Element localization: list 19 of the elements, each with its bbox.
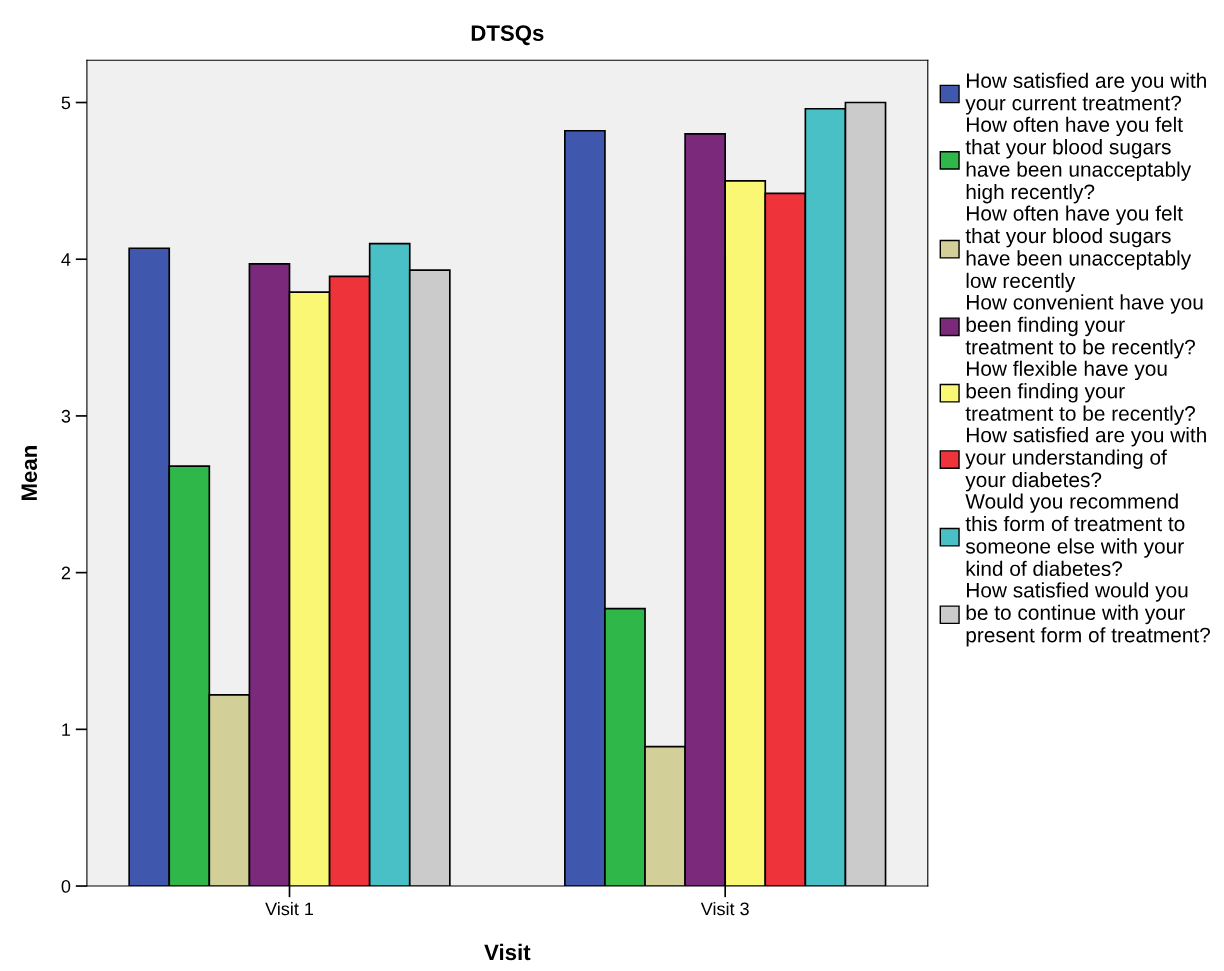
legend-label: How often have you felt that your blood sugars have been unacceptably high recently? (965, 116, 1192, 204)
y-tick-label: 2 (61, 566, 71, 580)
legend-label: How often have you felt that your blood sugars have been unacceptably low recently (965, 205, 1192, 293)
y-tick-label: 0 (61, 879, 71, 893)
legend-label: Would you recommend this form of treatment to someone else with your kind of diabetes? (965, 493, 1185, 577)
y-axis-title: Mean (21, 446, 38, 501)
legend-label: How satisfied are you with your understanding of your diabetes? (965, 427, 1206, 492)
y-tick-label: 4 (61, 253, 71, 266)
legend-label: How satisfied would you be to continue with your present form of treatment? (966, 582, 1210, 647)
legend-label: How flexible have you been finding your treatment to be recently? (965, 360, 1195, 425)
x-axis-title: Visit (484, 943, 531, 961)
legend-label: How satisfied are you with your current treatment? (965, 72, 1206, 115)
y-tick-label: 5 (61, 96, 71, 110)
chart-title: DTSQs (471, 25, 544, 46)
legend-label: How convenient have you been finding your treatment to be recently? (965, 294, 1203, 359)
x-tick-label: Visit 1 (265, 902, 314, 916)
y-tick-label: 1 (62, 723, 71, 736)
y-tick-label: 3 (61, 409, 71, 423)
x-tick-label: Visit 3 (700, 902, 749, 916)
